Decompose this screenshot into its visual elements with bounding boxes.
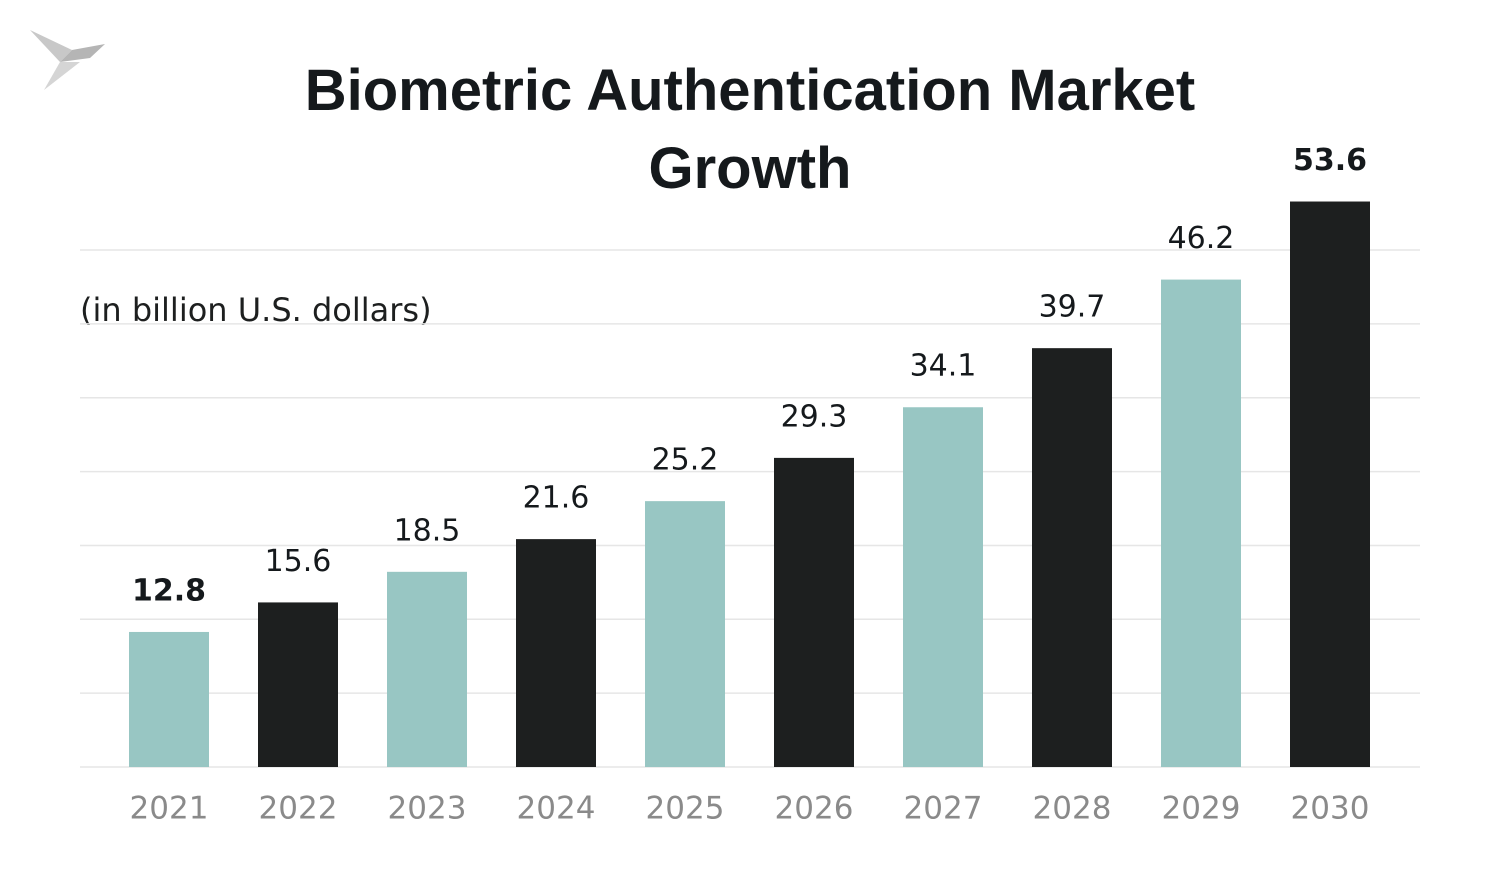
logo-body	[60, 44, 105, 62]
bar	[774, 457, 854, 767]
value-label: 39.7	[1039, 290, 1106, 325]
value-label: 15.6	[265, 544, 332, 579]
x-tick-label: 2026	[775, 791, 854, 827]
bar	[1161, 279, 1241, 767]
bar	[129, 631, 209, 767]
bar	[387, 571, 467, 767]
x-tick-label: 2028	[1033, 791, 1112, 827]
x-tick-label: 2022	[259, 791, 338, 827]
x-tick-label: 2029	[1162, 791, 1241, 827]
chart-title: Biometric Authentication Market Growth	[304, 58, 1196, 201]
x-tick-label: 2023	[388, 791, 467, 827]
x-tick-label: 2025	[646, 791, 725, 827]
x-tick-label: 2024	[517, 791, 596, 827]
subtitle: (in billion U.S. dollars)	[80, 291, 432, 329]
value-label: 12.8	[132, 573, 206, 608]
value-label: 53.6	[1293, 143, 1367, 178]
x-tick-label: 2021	[130, 791, 209, 827]
bar	[1032, 348, 1112, 767]
bar	[903, 407, 983, 767]
value-label: 21.6	[523, 481, 590, 516]
logo-tail	[44, 62, 80, 90]
bar	[1290, 201, 1370, 767]
value-label: 34.1	[910, 349, 977, 384]
logo	[30, 30, 105, 90]
bar	[645, 501, 725, 767]
value-label: 25.2	[652, 443, 719, 478]
value-label: 46.2	[1168, 221, 1235, 256]
value-label: 29.3	[781, 399, 848, 434]
value-label: 18.5	[394, 513, 461, 548]
x-tick-label: 2027	[904, 791, 983, 827]
logo-wing	[30, 30, 72, 62]
x-tick-label: 2030	[1291, 791, 1370, 827]
bar	[516, 539, 596, 767]
bar	[258, 602, 338, 767]
